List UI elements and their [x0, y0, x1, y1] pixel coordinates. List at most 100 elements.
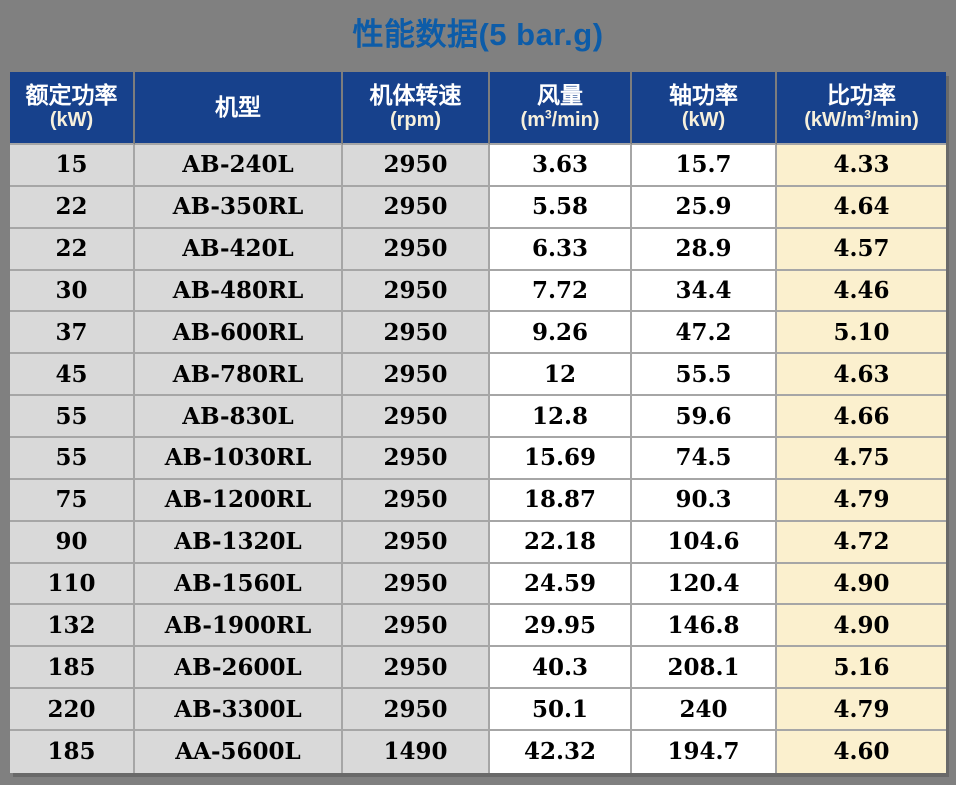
table-cell-r12-c4: 29.95	[490, 605, 632, 648]
table-cell-r14-c1: 220	[10, 689, 135, 732]
table-cell-r9-c2: AB-1200RL	[135, 479, 343, 522]
table-cell-r1-c1: 15	[10, 145, 135, 187]
table-cell-r11-c2: AB-1560L	[135, 563, 343, 606]
table-cell-r1-c6: 4.33	[777, 145, 946, 187]
table-cell-r11-c3: 2950	[343, 563, 490, 606]
table-cell-r4-c1: 30	[10, 270, 135, 313]
table-cell-r2-c1: 22	[10, 186, 135, 229]
table-cell-r4-c4: 7.72	[490, 270, 632, 313]
column-header-unit: (rpm)	[389, 109, 442, 132]
performance-table: 额定功率 (kW) 机型 机体转速 (rpm) 风量 (m3/min) 轴功率 (kW) 比功率(…	[10, 72, 946, 773]
table-cell-r2-c6: 4.64	[777, 186, 946, 229]
table-cell-r4-c2: AB-480RL	[135, 270, 343, 313]
table-cell-r10-c4: 22.18	[490, 521, 632, 564]
table-cell-r8-c3: 2950	[343, 438, 490, 480]
table-cell-r4-c3: 2950	[343, 270, 490, 313]
table-cell-r11-c6: 4.90	[777, 563, 946, 606]
table-cell-r8-c4: 15.69	[490, 438, 632, 480]
table-cell-r9-c5: 90.3	[632, 479, 777, 522]
table-cell-r3-c6: 4.57	[777, 228, 946, 271]
table-cell-r4-c5: 34.4	[632, 270, 777, 313]
column-header-unit: (kW)	[681, 109, 726, 132]
page-title: 性能数据(5 bar.g)	[352, 17, 604, 52]
column-header-label: 额定功率	[25, 82, 118, 109]
table-cell-r2-c2: AB-350RL	[135, 186, 343, 229]
table-cell-r2-c5: 25.9	[632, 186, 777, 229]
column-header-6: 比功率 (kW/m3/min)	[777, 72, 946, 145]
table-cell-r7-c6: 4.66	[777, 396, 946, 439]
table-cell-r13-c5: 208.1	[632, 647, 777, 690]
table-cell-r1-c3: 2950	[343, 145, 490, 187]
column-header-label: 比功率	[827, 82, 896, 109]
table-cell-r13-c1: 185	[10, 647, 135, 690]
table-cell-r12-c2: AB-1900RL	[135, 605, 343, 648]
table-cell-r15-c6: 4.60	[777, 731, 946, 773]
column-header-unit: (m3/min)	[520, 107, 600, 132]
table-cell-r10-c1: 90	[10, 521, 135, 564]
table-cell-r5-c5: 47.2	[632, 312, 777, 355]
table-cell-r12-c5: 146.8	[632, 605, 777, 648]
table-cell-r10-c3: 2950	[343, 521, 490, 564]
table-cell-r2-c4: 5.58	[490, 186, 632, 229]
table-cell-r3-c3: 2950	[343, 228, 490, 271]
table-cell-r8-c6: 4.75	[777, 438, 946, 480]
table-cell-r2-c3: 2950	[343, 186, 490, 229]
table-cell-r15-c3: 1490	[343, 731, 490, 773]
table-cell-r3-c4: 6.33	[490, 228, 632, 271]
table-cell-r7-c2: AB-830L	[135, 396, 343, 439]
table-cell-r6-c5: 55.5	[632, 354, 777, 397]
column-header-unit: (kW/m3/min)	[804, 107, 919, 132]
table-cell-r14-c2: AB-3300L	[135, 689, 343, 732]
table-cell-r15-c2: AA-5600L	[135, 731, 343, 773]
table-cell-r6-c2: AB-780RL	[135, 354, 343, 397]
table-cell-r10-c2: AB-1320L	[135, 521, 343, 564]
table-cell-r6-c6: 4.63	[777, 354, 946, 397]
table-cell-r13-c6: 5.16	[777, 647, 946, 690]
table-cell-r14-c4: 50.1	[490, 689, 632, 732]
table-cell-r6-c4: 12	[490, 354, 632, 397]
table-cell-r7-c4: 12.8	[490, 396, 632, 439]
table-cell-r6-c3: 2950	[343, 354, 490, 397]
table-cell-r9-c6: 4.79	[777, 479, 946, 522]
table-cell-r7-c3: 2950	[343, 396, 490, 439]
table-cell-r9-c3: 2950	[343, 479, 490, 522]
table-cell-r12-c3: 2950	[343, 605, 490, 648]
column-header-label: 风量	[537, 82, 583, 109]
table-cell-r12-c1: 132	[10, 605, 135, 648]
table-cell-r11-c1: 110	[10, 563, 135, 606]
table-cell-r5-c1: 37	[10, 312, 135, 355]
column-header-label: 机型	[215, 93, 261, 120]
column-header-2: 机型	[135, 72, 343, 145]
table-cell-r5-c4: 9.26	[490, 312, 632, 355]
table-cell-r4-c6: 4.46	[777, 270, 946, 313]
column-header-3: 机体转速 (rpm)	[343, 72, 490, 145]
table-cell-r13-c2: AB-2600L	[135, 647, 343, 690]
table-cell-r7-c5: 59.6	[632, 396, 777, 439]
table-cell-r10-c6: 4.72	[777, 521, 946, 564]
table-cell-r13-c3: 2950	[343, 647, 490, 690]
table-cell-r10-c5: 104.6	[632, 521, 777, 564]
table-cell-r12-c6: 4.90	[777, 605, 946, 648]
table-cell-r14-c6: 4.79	[777, 689, 946, 732]
table-cell-r3-c1: 22	[10, 228, 135, 271]
table-cell-r15-c4: 42.32	[490, 731, 632, 773]
table-cell-r5-c6: 5.10	[777, 312, 946, 355]
table-cell-r11-c4: 24.59	[490, 563, 632, 606]
table-cell-r5-c2: AB-600RL	[135, 312, 343, 355]
column-header-4: 风量 (m3/min)	[490, 72, 632, 145]
table-cell-r8-c1: 55	[10, 438, 135, 480]
table-cell-r9-c4: 18.87	[490, 479, 632, 522]
table-cell-r1-c5: 15.7	[632, 145, 777, 187]
table-cell-r15-c1: 185	[10, 731, 135, 773]
table-cell-r3-c2: AB-420L	[135, 228, 343, 271]
table-cell-r5-c3: 2950	[343, 312, 490, 355]
column-header-unit: (kW)	[49, 109, 94, 132]
table-cell-r13-c4: 40.3	[490, 647, 632, 690]
table-cell-r3-c5: 28.9	[632, 228, 777, 271]
table-cell-r8-c2: AB-1030RL	[135, 438, 343, 480]
table-cell-r1-c2: AB-240L	[135, 145, 343, 187]
column-header-1: 额定功率 (kW)	[10, 72, 135, 145]
table-cell-r15-c5: 194.7	[632, 731, 777, 773]
table-cell-r14-c3: 2950	[343, 689, 490, 732]
table-cell-r9-c1: 75	[10, 479, 135, 522]
